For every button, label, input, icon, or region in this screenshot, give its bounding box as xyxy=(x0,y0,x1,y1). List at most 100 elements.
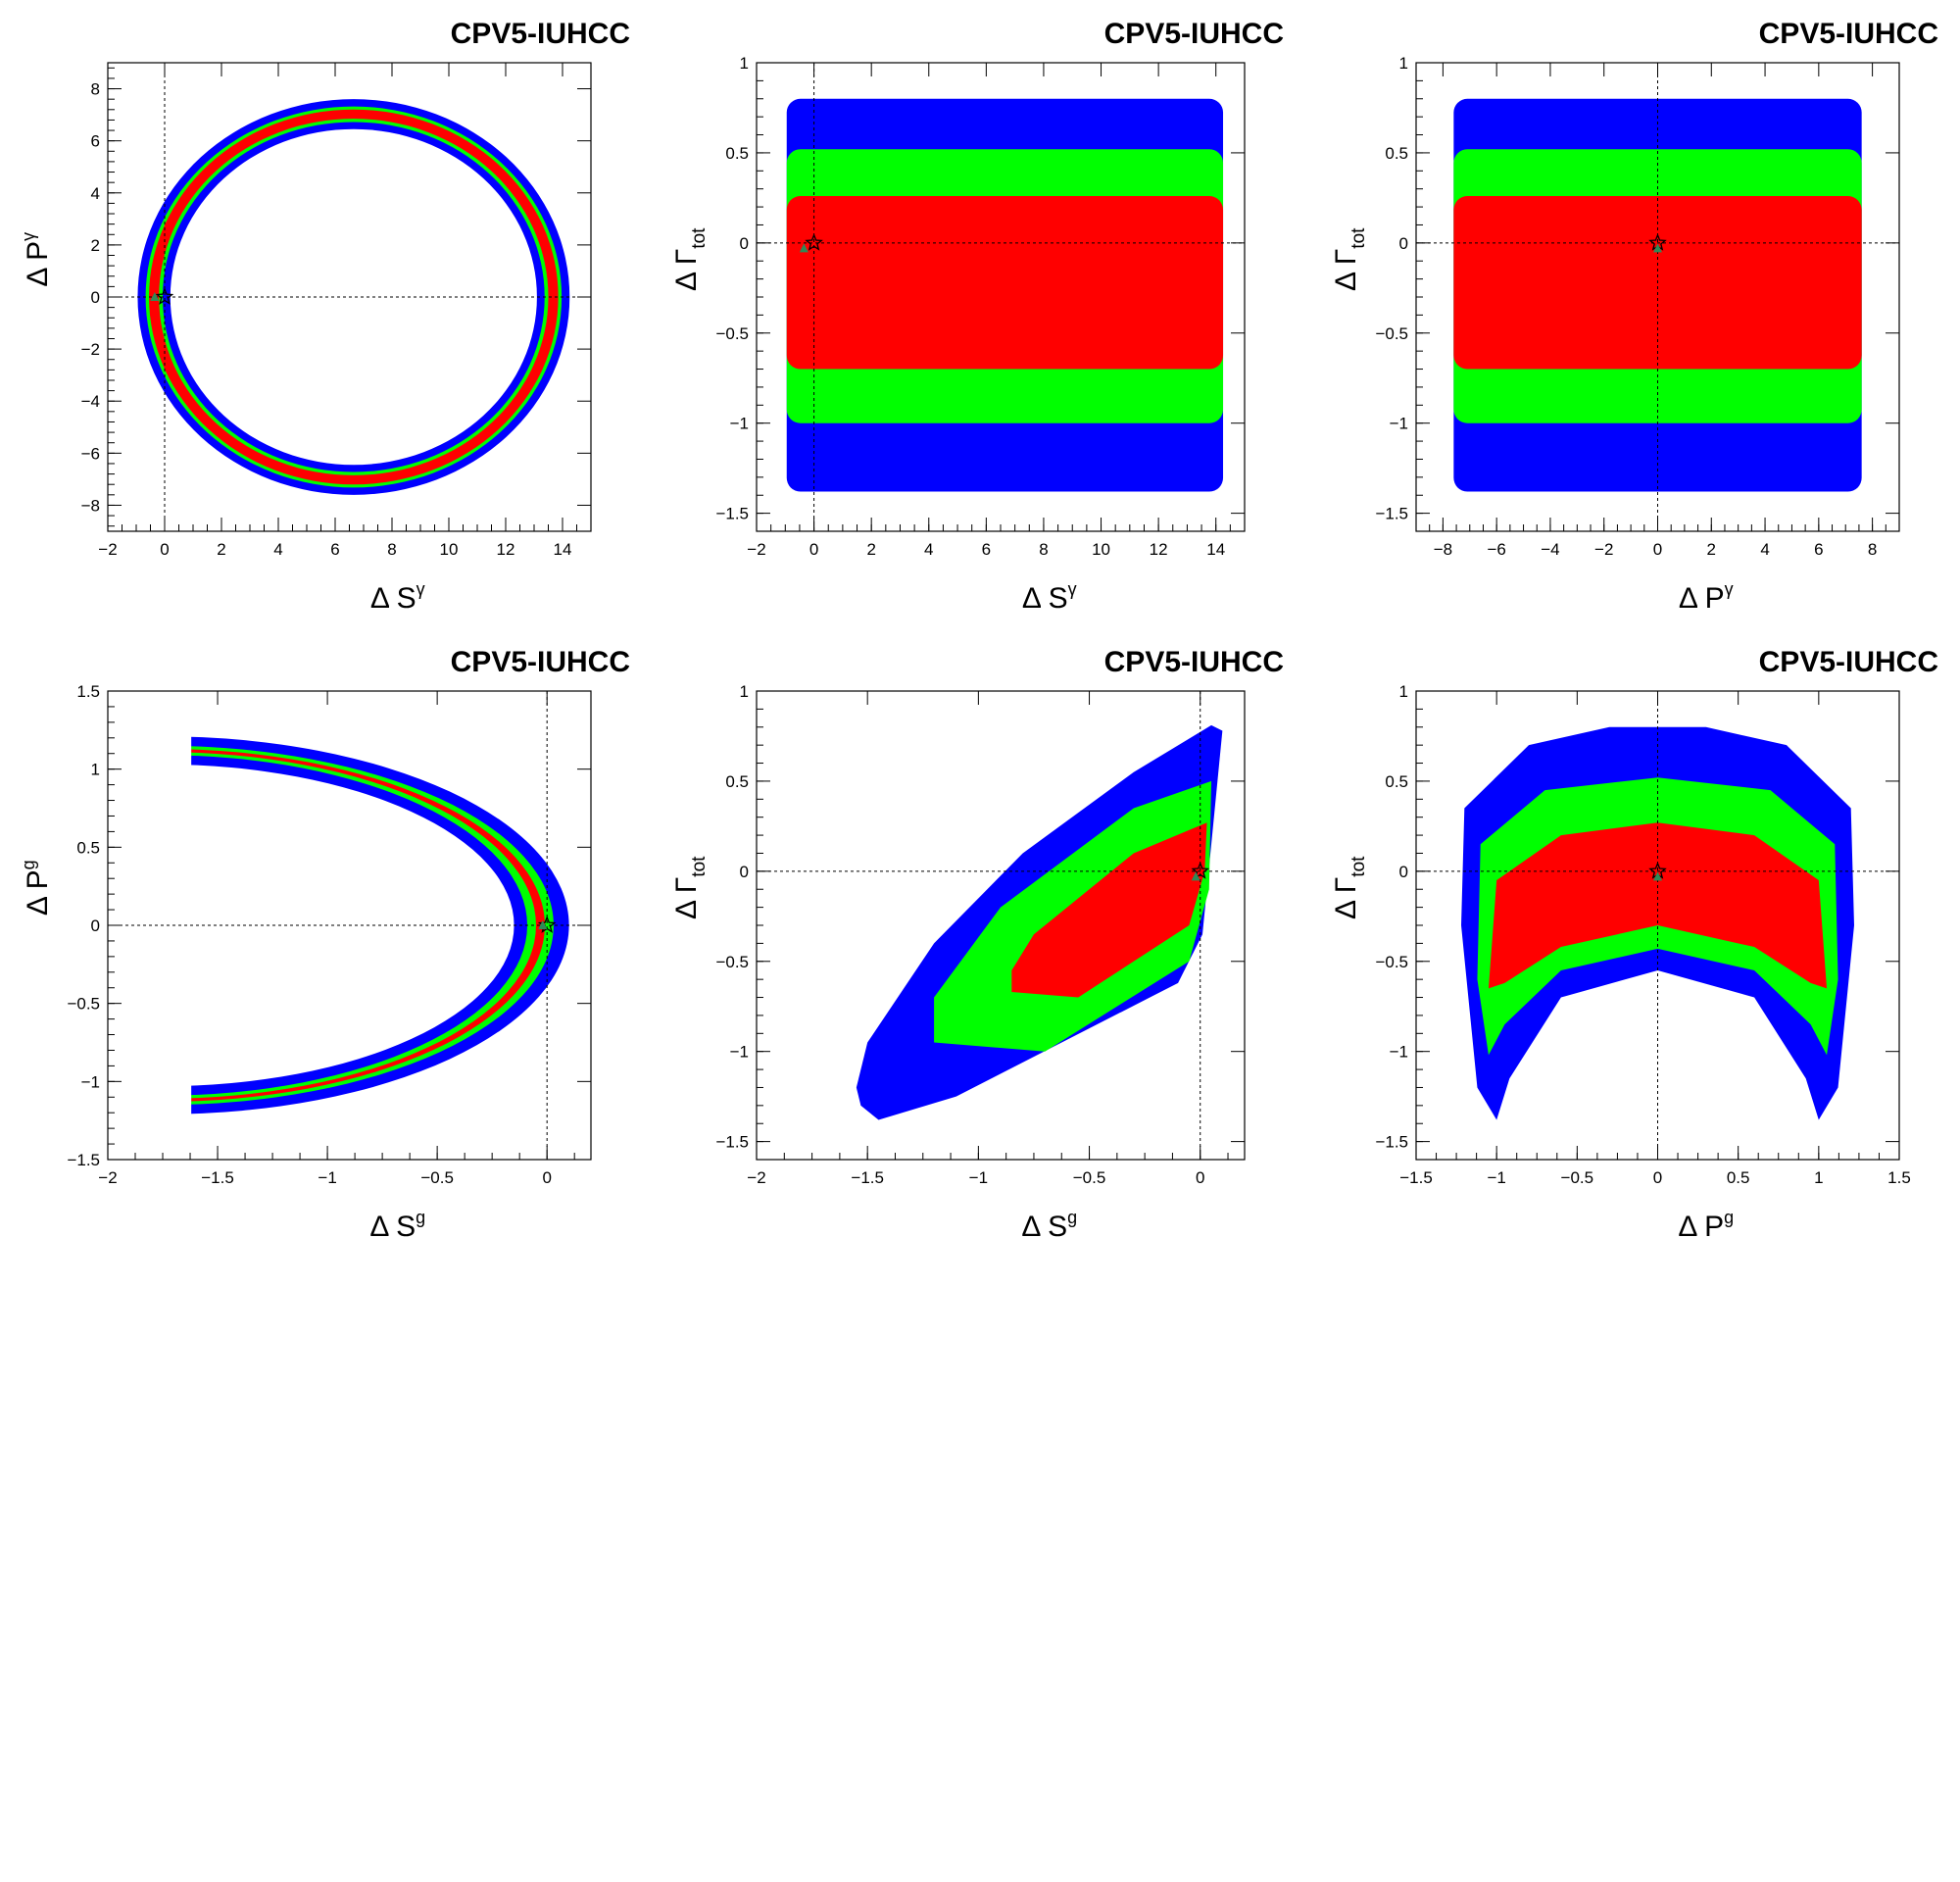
y-tick-label: −1 xyxy=(81,1072,100,1091)
x-tick-label: 10 xyxy=(440,540,459,559)
x-tick-label: 0 xyxy=(1196,1168,1204,1187)
y-tick-label: −1.5 xyxy=(1375,1133,1408,1152)
best-fit-star-marker xyxy=(1191,862,1210,879)
x-tick-label: 8 xyxy=(387,540,396,559)
y-tick-label: −2 xyxy=(81,340,100,359)
x-tick-label: −8 xyxy=(1434,540,1452,559)
sm-triangle-marker xyxy=(150,292,160,301)
y-tick-label: −1 xyxy=(730,1043,749,1062)
y-tick-label: −1 xyxy=(730,415,749,433)
x-axis-label: Δ Pγ xyxy=(1679,579,1734,615)
x-tick-label: 14 xyxy=(554,540,572,559)
y-tick-label: −6 xyxy=(81,444,100,463)
panel-title: CPV5-IUHCC xyxy=(1759,18,1938,50)
x-tick-label: 0 xyxy=(542,1168,551,1187)
region-middle xyxy=(108,745,554,1106)
y-tick-label: 8 xyxy=(91,80,100,99)
y-tick-label: 0.5 xyxy=(725,144,749,163)
region-outer xyxy=(108,736,569,1114)
y-tick-label: −0.5 xyxy=(67,995,100,1014)
y-tick-label: 1.5 xyxy=(76,682,100,701)
y-tick-label: 1 xyxy=(1399,54,1408,73)
y-tick-label: 0.5 xyxy=(76,838,100,857)
y-axis-label: Δ Pg xyxy=(19,860,54,916)
y-tick-label: 0.5 xyxy=(1385,772,1408,791)
x-tick-label: −6 xyxy=(1487,540,1505,559)
y-tick-label: 0.5 xyxy=(725,772,749,791)
x-tick-label: 1.5 xyxy=(1887,1168,1911,1187)
x-axis-label: Δ Sg xyxy=(1021,1208,1077,1243)
chart-panel-3: −8 −6 −4 −2 0 2 4 6 8 −1.5 −1 −0.5 0 0.5 1 CPV5-IUHCC Δ … xyxy=(1330,18,1938,615)
y-tick-label: −1.5 xyxy=(715,1133,749,1152)
x-tick-label: 0 xyxy=(1653,1168,1662,1187)
x-axis-label: Δ Sγ xyxy=(1022,579,1077,615)
y-tick-label: 0 xyxy=(91,916,100,935)
region-inner xyxy=(1011,822,1207,998)
plot-area xyxy=(108,63,591,531)
x-tick-label: −1.5 xyxy=(201,1168,234,1187)
x-tick-label: 6 xyxy=(1814,540,1823,559)
x-tick-label: 8 xyxy=(1868,540,1877,559)
y-tick-label: 0 xyxy=(1399,234,1408,253)
y-tick-label: 0 xyxy=(740,863,749,881)
x-tick-label: −0.5 xyxy=(420,1168,454,1187)
plot-area xyxy=(1416,63,1899,531)
x-tick-label: −1.5 xyxy=(851,1168,884,1187)
chart-panel-2: −2 0 2 4 6 8 10 12 14 −1.5 −1 −0.5 0 0.5 1 CPV5-IUHCC Δ … xyxy=(670,18,1284,615)
panel-title: CPV5-IUHCC xyxy=(451,18,630,50)
sm-triangle-marker xyxy=(1653,243,1662,253)
best-fit-star-marker xyxy=(155,287,174,305)
x-tick-label: 14 xyxy=(1206,540,1225,559)
best-fit-star-marker xyxy=(805,233,823,251)
chart-panel-1: −2 0 2 4 6 8 10 12 14 −8 −6 −4 −2 0 2 4 6 8 CPV5-IUHCC Δ Sγ… xyxy=(19,18,630,615)
x-tick-label: 6 xyxy=(982,540,991,559)
x-tick-label: −2 xyxy=(98,540,117,559)
y-tick-label: −0.5 xyxy=(715,324,749,343)
x-tick-label: 10 xyxy=(1092,540,1110,559)
x-tick-label: −2 xyxy=(747,1168,765,1187)
y-tick-label: −1 xyxy=(1390,1043,1408,1062)
plot-area xyxy=(1416,691,1899,1160)
x-axis-label: Δ Sγ xyxy=(370,579,425,615)
x-tick-label: −4 xyxy=(1541,540,1559,559)
x-tick-label: 2 xyxy=(217,540,225,559)
panel-title: CPV5-IUHCC xyxy=(1759,646,1938,678)
x-tick-label: 1 xyxy=(1814,1168,1823,1187)
y-tick-label: 6 xyxy=(91,132,100,151)
x-tick-label: −1 xyxy=(1487,1168,1505,1187)
x-tick-label: 0 xyxy=(160,540,169,559)
x-tick-label: −2 xyxy=(98,1168,117,1187)
sm-triangle-marker xyxy=(1191,871,1200,881)
y-tick-label: 1 xyxy=(1399,682,1408,701)
y-axis-label: Δ Γtot xyxy=(1330,856,1369,919)
x-tick-label: 4 xyxy=(273,540,282,559)
y-tick-label: 1 xyxy=(740,54,749,73)
x-tick-label: 0 xyxy=(1653,540,1662,559)
x-tick-label: 12 xyxy=(1150,540,1168,559)
chart-panel-4: −2 −1.5 −1 −0.5 0−1.5−1−0.500.511.5CPV5-IUHC… xyxy=(19,646,630,1243)
plot-area xyxy=(757,691,1245,1160)
x-tick-label: 0.5 xyxy=(1727,1168,1750,1187)
best-fit-star-marker xyxy=(537,916,557,933)
y-tick-label: −1.5 xyxy=(715,505,749,523)
y-tick-label: −1.5 xyxy=(67,1151,100,1169)
x-tick-label: 12 xyxy=(497,540,515,559)
y-tick-label: −4 xyxy=(81,392,100,411)
y-tick-label: −0.5 xyxy=(1375,324,1408,343)
y-axis-label: Δ Γtot xyxy=(670,227,710,291)
y-tick-label: −8 xyxy=(81,496,100,515)
x-tick-label: 2 xyxy=(866,540,875,559)
panel-title: CPV5-IUHCC xyxy=(1104,646,1284,678)
x-tick-label: −0.5 xyxy=(1073,1168,1106,1187)
x-tick-label: −1 xyxy=(318,1168,336,1187)
x-tick-label: 4 xyxy=(1760,540,1769,559)
chart-panel-6: −1.5 −1 −0.5 0 0.5 1 1.5 −1.5 −1 −0.5 0 0.5 1 CPV5-IU… xyxy=(1330,646,1938,1243)
sm-triangle-marker xyxy=(799,243,808,253)
sm-triangle-marker xyxy=(538,920,548,929)
y-tick-label: 0.5 xyxy=(1385,144,1408,163)
panel-title: CPV5-IUHCC xyxy=(451,646,630,678)
x-tick-label: −0.5 xyxy=(1561,1168,1594,1187)
panel-title: CPV5-IUHCC xyxy=(1104,18,1284,50)
x-tick-label: −2 xyxy=(747,540,765,559)
